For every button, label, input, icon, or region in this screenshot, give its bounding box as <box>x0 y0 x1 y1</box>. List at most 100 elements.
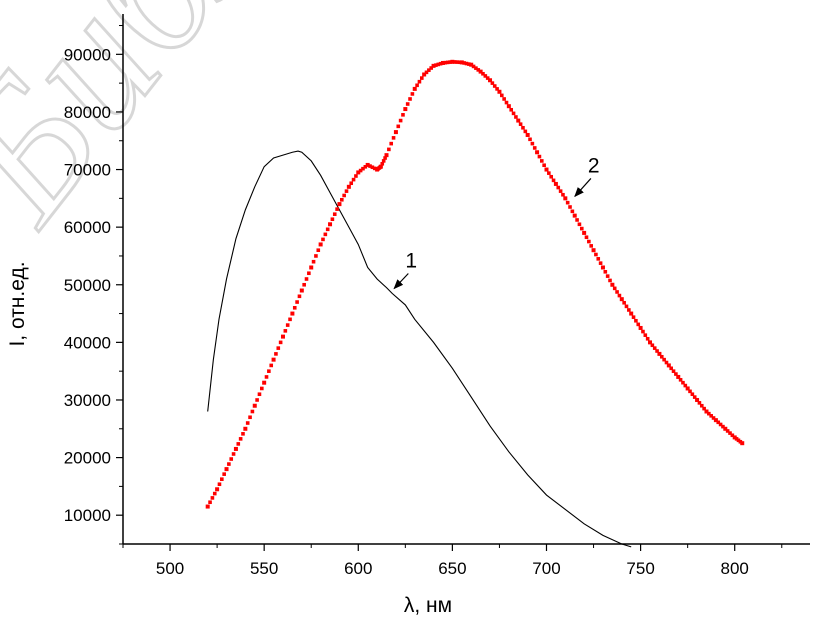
series-2-marker <box>283 329 288 333</box>
series-2-marker <box>528 137 532 142</box>
y-tick-label: 30000 <box>64 391 111 410</box>
series-2-marker <box>711 416 716 420</box>
series-2-marker <box>728 431 732 435</box>
series-2-point <box>723 426 728 431</box>
series-2-marker <box>452 60 457 64</box>
x-axis-label: λ, нм <box>404 594 452 617</box>
series-2-marker <box>634 318 638 323</box>
series-2-marker <box>351 177 356 182</box>
series-2-point <box>704 409 709 414</box>
series-2-point <box>356 170 361 175</box>
series-2-marker <box>612 286 617 291</box>
series-2-point <box>610 282 615 287</box>
series-2-point <box>393 130 398 135</box>
series-2-point <box>572 213 577 218</box>
series-2-point <box>740 441 745 446</box>
series-2-marker <box>650 343 655 348</box>
series-2-marker <box>295 300 299 304</box>
series-2-marker <box>257 392 262 397</box>
series-2 <box>205 59 745 509</box>
series-2-point <box>619 297 624 302</box>
series-2-point <box>478 69 483 74</box>
series-2-marker <box>568 205 572 209</box>
series-2-marker <box>707 411 711 416</box>
series-2-marker <box>304 277 309 281</box>
series-2-point <box>629 311 634 316</box>
series-2-marker <box>457 60 462 65</box>
series-2-marker <box>584 235 589 240</box>
series-2-marker <box>631 315 636 319</box>
x-tick-label: 600 <box>344 559 372 578</box>
series-2-marker <box>227 462 231 466</box>
series-2-marker <box>530 141 535 146</box>
series-2-marker <box>241 432 245 436</box>
series-2-marker <box>210 496 215 500</box>
series-2-marker <box>495 87 499 91</box>
series-2-point <box>488 78 493 83</box>
series-2-marker <box>718 422 723 427</box>
series-2-marker <box>674 372 678 376</box>
series-2-point <box>553 181 558 186</box>
series-2-marker <box>518 122 523 126</box>
series-2-marker <box>248 415 252 420</box>
series-2-marker <box>596 257 601 261</box>
series-2-marker <box>380 161 385 166</box>
series-2-point <box>233 446 238 451</box>
series-2-marker <box>641 329 645 334</box>
series-2-marker <box>504 100 509 105</box>
series-2-marker <box>575 218 579 222</box>
series-2-point <box>648 340 653 345</box>
series-2-marker <box>229 457 234 461</box>
series-2-marker <box>330 217 335 222</box>
series-2-marker <box>702 406 706 411</box>
series-2-marker <box>285 323 290 327</box>
series-2-point <box>563 196 568 201</box>
series-2-point <box>412 86 417 91</box>
series-2-marker <box>636 322 641 327</box>
series-2-marker <box>370 165 375 170</box>
series-2-marker <box>716 420 721 425</box>
series-2-marker <box>292 306 297 310</box>
series-2-marker <box>476 68 481 72</box>
series-2-marker <box>372 166 377 171</box>
series-2-marker <box>314 254 318 258</box>
x-ticks: 500 550 600 650 700 750 800 <box>122 544 783 578</box>
series-2-marker <box>681 380 685 385</box>
series-2-marker <box>549 174 553 179</box>
x-tick-label: 650 <box>438 559 466 578</box>
series-2-marker <box>340 197 344 202</box>
series-2-marker <box>389 141 394 146</box>
series-2-marker <box>474 66 478 70</box>
series-2-marker <box>709 414 713 418</box>
series-2-marker <box>429 66 434 70</box>
series-2-marker <box>269 363 274 368</box>
series-2-point <box>205 504 210 509</box>
series-2-marker <box>467 62 471 66</box>
series-2-point <box>215 487 220 492</box>
series-2-point <box>713 418 718 423</box>
series-2-point <box>732 435 737 440</box>
series-2-point <box>243 426 248 431</box>
series-2-marker <box>387 147 391 152</box>
series-2-point <box>384 153 389 158</box>
annotation-label-2: 2 <box>588 154 600 177</box>
series-2-point <box>666 363 671 368</box>
series-2-marker <box>448 60 452 64</box>
series-2-marker <box>358 168 363 173</box>
series-2-marker <box>645 336 650 341</box>
series-2-marker <box>652 346 657 350</box>
series-2-marker <box>492 84 497 88</box>
series-2-marker <box>408 97 412 101</box>
series-2-marker <box>603 269 608 274</box>
series-2-marker <box>736 438 741 443</box>
series-2-marker <box>264 375 269 379</box>
series-2-marker <box>471 64 476 69</box>
y-axis-label: I, отн.ед. <box>6 261 29 346</box>
series-2-point <box>525 132 530 137</box>
x-tick-label: 550 <box>250 559 278 578</box>
series-2-marker <box>699 403 704 408</box>
series-2-marker <box>688 389 692 394</box>
series-2-marker <box>523 129 528 134</box>
series-2-marker <box>323 232 328 237</box>
